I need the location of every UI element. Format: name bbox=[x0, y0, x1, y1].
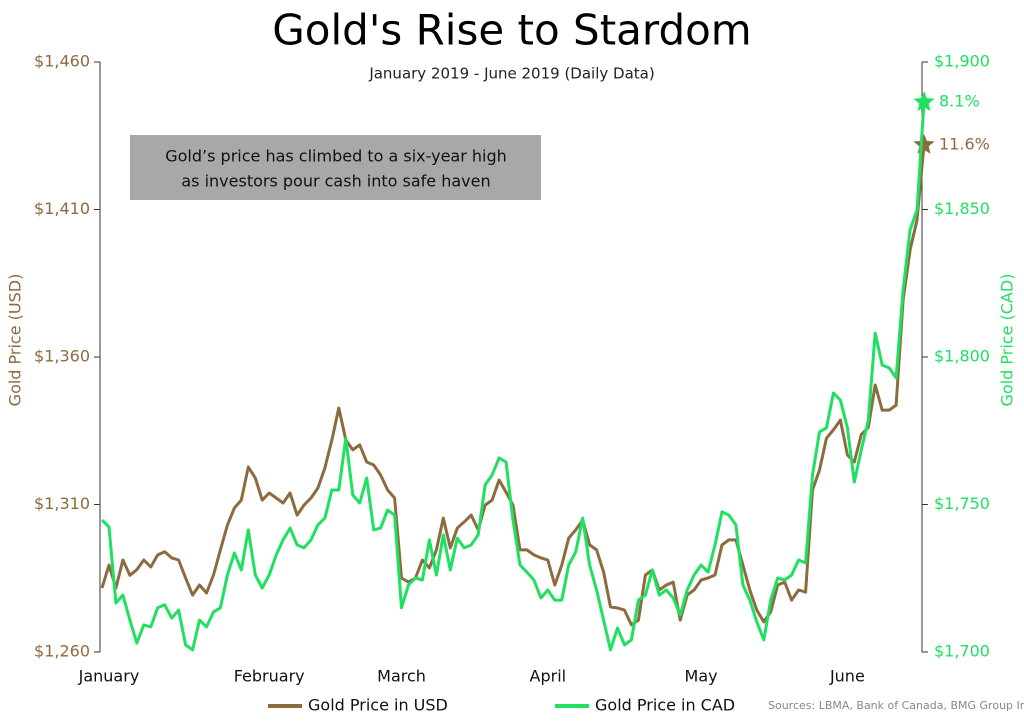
y-tick-label: $1,460 bbox=[34, 52, 90, 71]
x-tick-label: February bbox=[234, 667, 305, 686]
y-tick-label: $1,410 bbox=[34, 199, 90, 218]
chart-title: Gold's Rise to Stardom bbox=[272, 6, 751, 55]
end-marker bbox=[913, 91, 935, 111]
x-tick-label: January bbox=[78, 667, 140, 686]
legend-label: Gold Price in CAD bbox=[595, 696, 735, 715]
y2-tick-label: $1,900 bbox=[934, 52, 990, 71]
x-tick-label: June bbox=[829, 667, 865, 686]
legend-label: Gold Price in USD bbox=[308, 696, 448, 715]
source: Sources: LBMA, Bank of Canada, BMG Group… bbox=[768, 699, 1024, 712]
annotation-text: Gold’s price has climbed to a six-year h… bbox=[165, 147, 507, 166]
annotation-box bbox=[130, 135, 541, 200]
y2-axis-title: Gold Price (CAD) bbox=[998, 274, 1017, 407]
line-series bbox=[100, 102, 926, 652]
y2-tick-label: $1,700 bbox=[934, 642, 990, 661]
end-marker bbox=[913, 133, 935, 154]
y-axis-title: Gold Price (USD) bbox=[6, 274, 25, 407]
end-label: 11.6% bbox=[939, 134, 990, 153]
end-label: 8.1% bbox=[939, 92, 980, 111]
line-series bbox=[100, 144, 926, 627]
y-tick-label: $1,260 bbox=[34, 642, 90, 661]
x-tick-label: March bbox=[377, 667, 426, 686]
y2-tick-label: $1,850 bbox=[934, 199, 990, 218]
y-tick-label: $1,310 bbox=[34, 494, 90, 513]
y2-tick-label: $1,750 bbox=[934, 494, 990, 513]
y2-tick-label: $1,800 bbox=[934, 347, 990, 366]
annotation-text: as investors pour cash into safe haven bbox=[181, 172, 490, 191]
x-tick-label: May bbox=[685, 667, 718, 686]
y-tick-label: $1,360 bbox=[34, 347, 90, 366]
x-tick-label: April bbox=[530, 667, 567, 686]
chart-subtitle: January 2019 - June 2019 (Daily Data) bbox=[368, 65, 654, 83]
